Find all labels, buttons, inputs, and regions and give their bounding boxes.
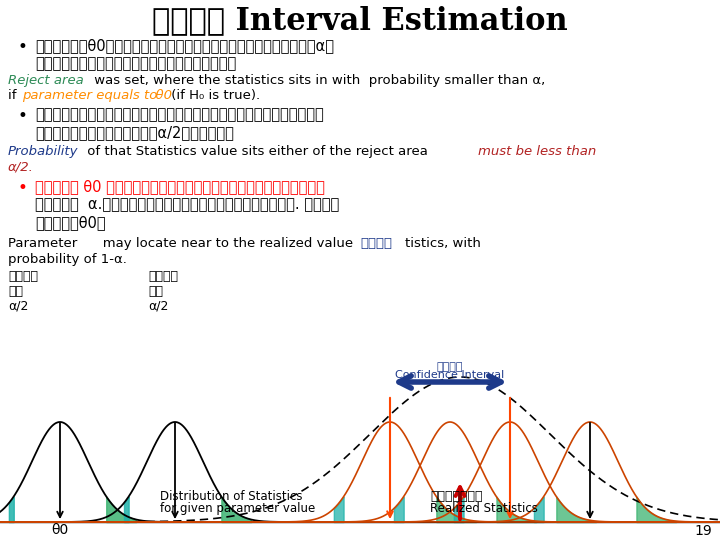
Text: 信頼区間: 信頼区間: [360, 238, 392, 251]
Text: 統計量の実現値: 統計量の実現値: [430, 490, 482, 503]
Text: θ0: θ0: [147, 89, 172, 102]
Text: いぜい確率  α.でしか起こらないはず！　（本当はおかしい解釈. 母数は動: いぜい確率 α.でしか起こらないはず！ （本当はおかしい解釈. 母数は動: [35, 197, 339, 212]
Text: 統計量の: 統計量の: [8, 271, 38, 284]
Text: 母数の真値がθ0　のとき、ある統計量の確率分布を求めて「有意水準α以: 母数の真値がθ0 のとき、ある統計量の確率分布を求めて「有意水準α以: [35, 38, 334, 53]
Text: •: •: [18, 179, 28, 197]
Text: probability of 1-α.: probability of 1-α.: [8, 253, 127, 266]
Text: かないものθ0）: かないものθ0）: [35, 215, 106, 231]
Text: for given parameter value: for given parameter value: [160, 502, 315, 515]
Text: must be less than: must be less than: [478, 145, 596, 158]
Text: 信頼区間: 信頼区間: [437, 362, 463, 372]
Text: Parameter      may locate near to the realized value: Parameter may locate near to the realize…: [8, 238, 353, 251]
Text: Confidence Interval: Confidence Interval: [395, 370, 505, 380]
Text: parameter equals to: parameter equals to: [22, 89, 158, 102]
Text: （標本値が得られる）確率は、α/2以下である。: （標本値が得られる）確率は、α/2以下である。: [35, 125, 234, 140]
Text: tistics, with: tistics, with: [405, 238, 481, 251]
Text: if: if: [8, 89, 21, 102]
Text: •: •: [18, 38, 28, 56]
Text: Realized Statistics: Realized Statistics: [430, 502, 538, 515]
Text: α/2: α/2: [148, 300, 168, 313]
Text: 確率: 確率: [148, 286, 163, 299]
Text: Reject area: Reject area: [8, 74, 84, 87]
Text: 下の確率でしか出現しない領域」を棄却域とした。: 下の確率でしか出現しない領域」を棄却域とした。: [35, 56, 236, 71]
Text: 19: 19: [694, 524, 712, 538]
Text: 統計量の: 統計量の: [148, 271, 178, 284]
Text: Probability: Probability: [8, 145, 78, 158]
Text: (if H₀ is true).: (if H₀ is true).: [167, 89, 260, 102]
Text: 区間推定 Interval Estimation: 区間推定 Interval Estimation: [152, 5, 568, 36]
Text: 標本を何回もとり直した場合，統計量の実現値がこの棄却域に入るような: 標本を何回もとり直した場合，統計量の実現値がこの棄却域に入るような: [35, 107, 324, 122]
Text: of that Statistics value sits either of the reject area: of that Statistics value sits either of …: [83, 145, 432, 158]
Text: 確率: 確率: [8, 286, 23, 299]
Text: was set, where the statistics sits in with  probability smaller than α,: was set, where the statistics sits in wi…: [90, 74, 545, 87]
Text: •: •: [18, 107, 28, 125]
Text: α/2.: α/2.: [8, 160, 34, 173]
Text: α/2: α/2: [8, 300, 28, 313]
Text: θ0: θ0: [51, 523, 68, 537]
Text: 母数の真値 θ0 が統計量実現値から大きく離れていたような状況は，せ: 母数の真値 θ0 が統計量実現値から大きく離れていたような状況は，せ: [35, 179, 325, 194]
Text: Distribution of Statistics: Distribution of Statistics: [160, 490, 302, 503]
